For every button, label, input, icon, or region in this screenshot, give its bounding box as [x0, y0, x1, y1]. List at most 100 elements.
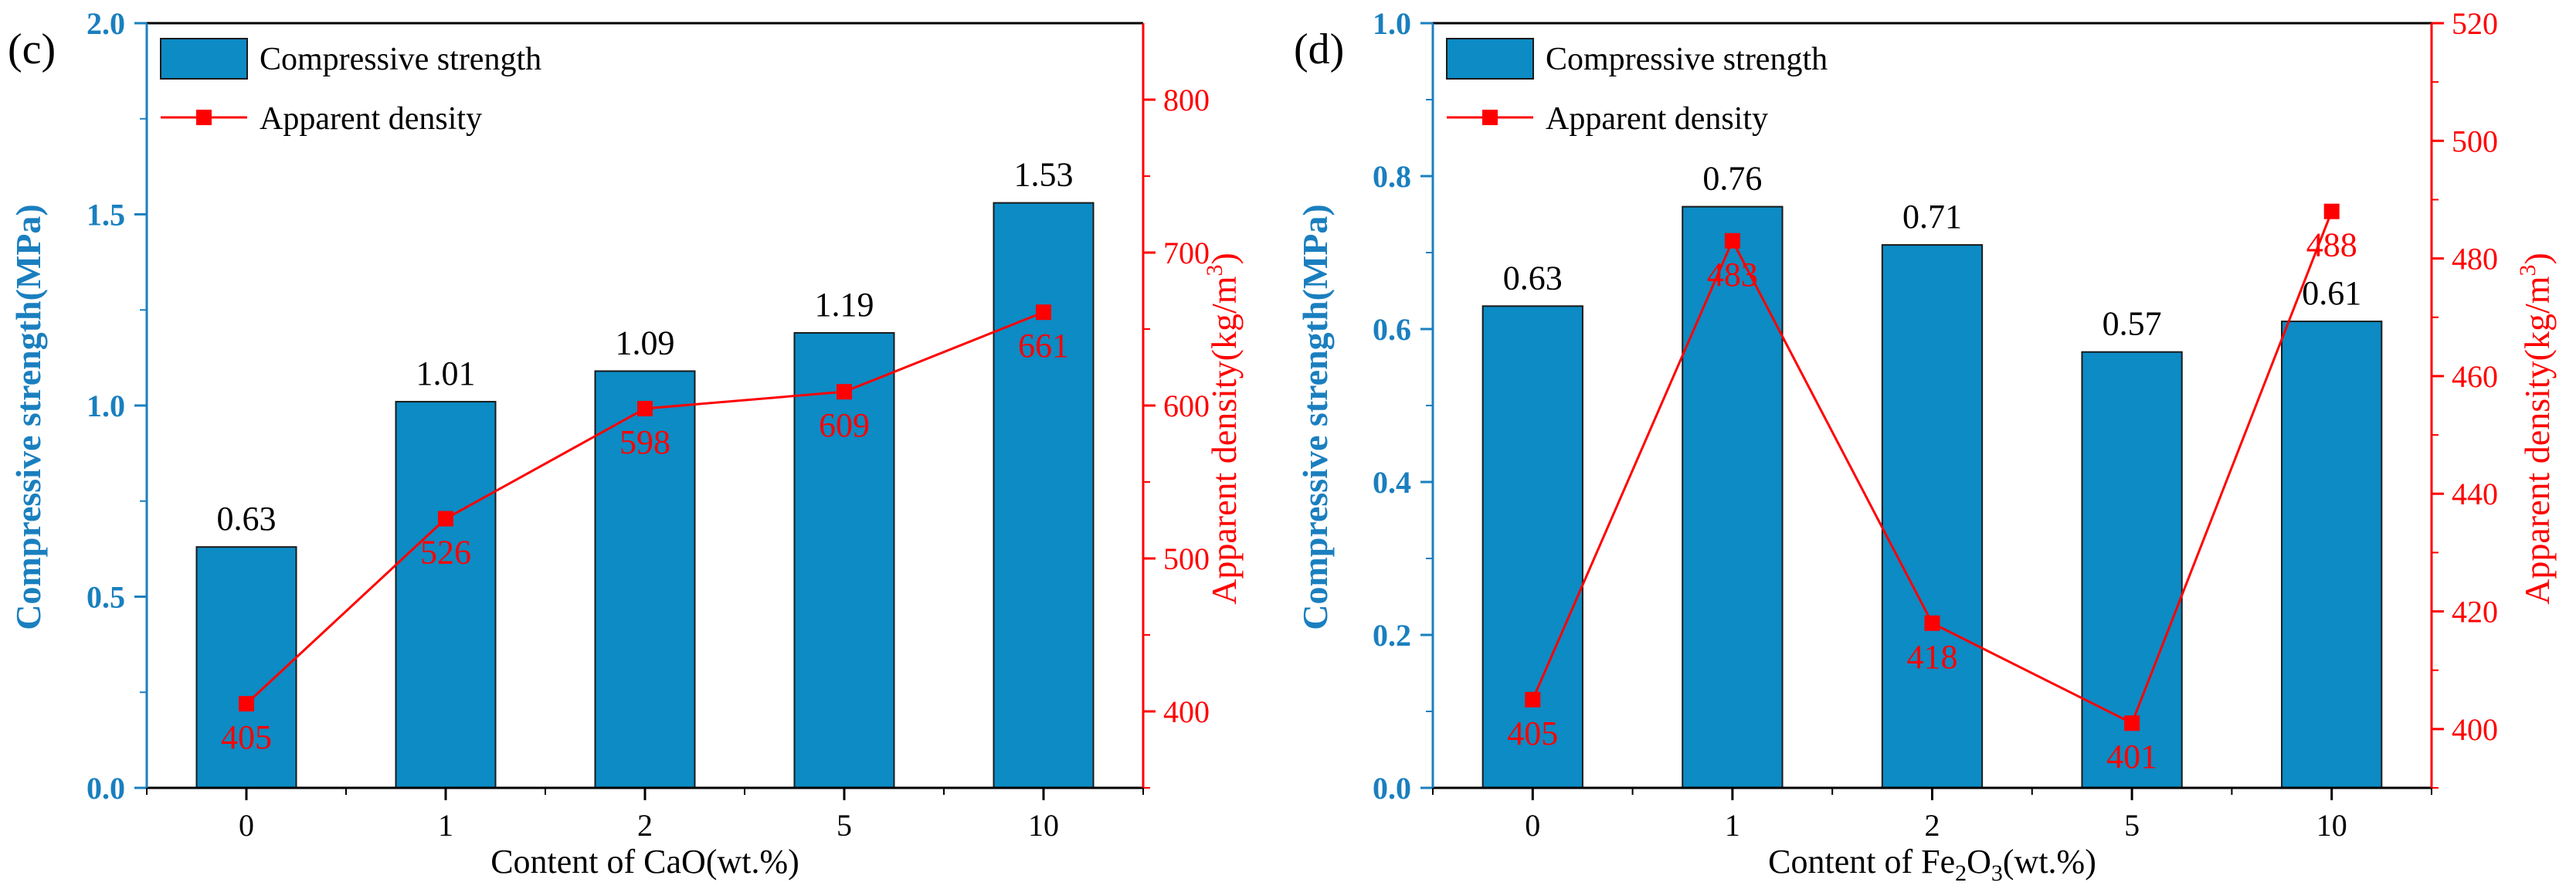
y-axis-label: Compressive strength(MPa): [8, 204, 48, 630]
bar-10: [993, 202, 1095, 789]
bar-5: [2081, 351, 2183, 789]
legend-bar-swatch: [1446, 38, 1534, 80]
density-point-1: [438, 511, 453, 527]
right-tick-label: 800: [1163, 83, 1210, 117]
left-tick-label: 0.2: [1373, 618, 1411, 653]
y2-axis-label-text: Apparent density(kg/m: [1204, 276, 1244, 605]
right-tick-label: 400: [2452, 712, 2498, 747]
bar-2: [1881, 244, 1984, 789]
density-point-1: [1724, 232, 1740, 249]
left-tick-label: 0.6: [1373, 312, 1411, 347]
density-point-0: [239, 696, 254, 712]
x-tick-label: 2: [1925, 808, 1940, 843]
density-value-label: 418: [1907, 638, 1958, 676]
x-tick-label: 1: [1725, 808, 1740, 843]
left-tick-label: 0.0: [1373, 771, 1411, 806]
right-tick-label: 700: [1163, 236, 1210, 270]
bar-1: [395, 401, 497, 789]
density-value-label: 526: [420, 534, 471, 572]
y2-axis-label: Apparent density(kg/m3): [2515, 253, 2557, 605]
right-tick-label: 500: [2452, 124, 2498, 158]
y2-axis-label-superscript: 3: [1202, 264, 1227, 276]
x-tick-label: 5: [2124, 808, 2140, 843]
left-tick-label: 0.0: [87, 771, 125, 806]
x-axis-label-text: Content of CaO(wt.%): [490, 843, 799, 881]
bar-2: [594, 370, 696, 789]
density-value-label: 401: [2106, 738, 2157, 776]
right-tick-label: 460: [2452, 359, 2498, 394]
bar-value-label: 0.76: [1702, 160, 1762, 198]
density-value-label: 488: [2306, 226, 2357, 264]
x-tick-label: 10: [1028, 808, 1059, 843]
y-axis-label: Compressive strength(MPa): [1295, 204, 1335, 630]
left-tick-label: 1.0: [87, 389, 125, 423]
right-tick-label: 500: [1163, 541, 1210, 576]
density-value-label: 483: [1707, 256, 1758, 294]
bar-value-label: 1.09: [616, 324, 675, 361]
density-point-10: [1036, 304, 1051, 321]
bar-value-label: 1.01: [416, 355, 476, 392]
density-point-2: [1924, 615, 1940, 631]
density-point-5: [837, 384, 852, 400]
density-point-5: [2124, 715, 2140, 731]
bar-0: [1481, 305, 1583, 789]
left-tick-label: 0.5: [87, 580, 125, 615]
y2-axis-label-superscript: 3: [2515, 264, 2540, 276]
bar-value-label: 1.19: [815, 286, 874, 324]
bar-5: [793, 331, 895, 789]
x-tick-label: 0: [1525, 808, 1540, 843]
left-tick-label: 2.0: [87, 6, 125, 41]
density-point-2: [637, 400, 653, 416]
density-value-label: 609: [819, 406, 870, 444]
legend-line-label: Apparent density: [260, 101, 482, 137]
y2-axis-label-text: ): [2517, 253, 2557, 264]
x-axis-label-text: (wt.%): [2003, 843, 2096, 881]
right-tick-label: 420: [2452, 595, 2498, 630]
x-tick-label: 5: [837, 808, 852, 843]
bar-value-label: 0.61: [2302, 274, 2361, 312]
x-axis-label-text: O: [1967, 843, 1991, 881]
panel-label: (d): [1294, 25, 1344, 73]
x-axis-label: Content of Fe2O3(wt.%): [1768, 843, 2096, 886]
bar-10: [2281, 321, 2383, 789]
density-point-0: [1525, 691, 1541, 708]
left-tick-label: 0.8: [1373, 159, 1411, 194]
legend-bar-label: Compressive strength: [1546, 42, 1828, 77]
density-point-10: [2323, 203, 2340, 219]
left-tick-label: 0.4: [1373, 465, 1411, 500]
bar-value-label: 0.63: [217, 500, 277, 538]
bar-value-label: 1.53: [1014, 156, 1074, 194]
bar-value-label: 0.57: [2103, 305, 2162, 343]
y2-axis-label: Apparent density(kg/m3): [1202, 253, 1244, 605]
x-tick-label: 2: [637, 808, 653, 843]
left-tick-label: 1.5: [87, 198, 125, 232]
y2-axis-label-text: ): [1204, 253, 1244, 264]
legend-line-label: Apparent density: [1546, 101, 1768, 137]
chart-panel-d: 0.630.760.710.570.614054834184014880.00.…: [1294, 6, 2557, 886]
density-value-label: 661: [1018, 327, 1069, 365]
bar-value-label: 0.63: [1503, 259, 1563, 297]
right-tick-label: 480: [2452, 242, 2498, 277]
x-tick-label: 0: [239, 808, 254, 843]
right-tick-label: 520: [2452, 6, 2498, 41]
bar-0: [195, 546, 297, 789]
right-tick-label: 400: [1163, 694, 1210, 729]
x-tick-label: 10: [2316, 808, 2347, 843]
x-axis-label-subscript: 2: [1955, 860, 1967, 886]
density-value-label: 405: [221, 718, 272, 756]
right-tick-label: 600: [1163, 389, 1210, 423]
x-axis-label: Content of CaO(wt.%): [490, 843, 799, 881]
legend-line-marker: [1482, 110, 1498, 125]
y2-axis-label-text: Apparent density(kg/m: [2517, 276, 2557, 605]
left-tick-label: 1.0: [1373, 6, 1411, 41]
x-axis-label-subscript: 3: [1991, 860, 2003, 886]
x-tick-label: 1: [438, 808, 453, 843]
panel-label: (c): [8, 25, 56, 73]
legend-bar-swatch: [160, 38, 248, 80]
density-value-label: 598: [619, 423, 670, 461]
right-tick-label: 440: [2452, 477, 2498, 511]
bar-value-label: 0.71: [1902, 198, 1962, 236]
legend-bar-label: Compressive strength: [260, 42, 541, 77]
